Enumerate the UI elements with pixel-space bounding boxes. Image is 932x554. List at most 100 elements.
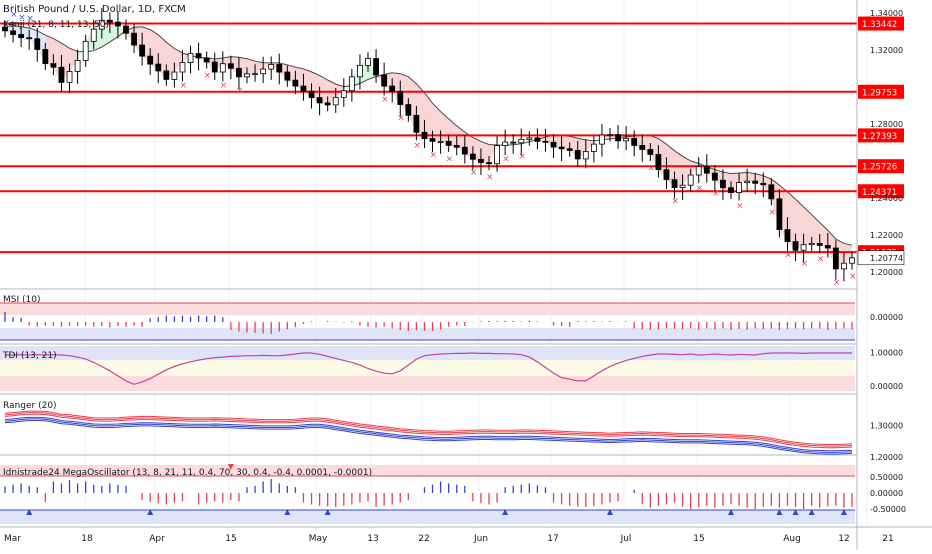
candle-body-down bbox=[421, 131, 428, 139]
candle-body-up bbox=[599, 134, 605, 145]
candle-body-up bbox=[590, 143, 597, 152]
candle bbox=[292, 70, 299, 95]
mega-tick-label: -0.50000 bbox=[870, 505, 906, 514]
ranger-pane[interactable]: Ranger (20) bbox=[3, 401, 853, 455]
candle bbox=[18, 22, 25, 48]
candle bbox=[639, 134, 646, 162]
ranger-band-line bbox=[4, 416, 853, 452]
candle bbox=[195, 42, 202, 71]
candle bbox=[623, 126, 630, 151]
time-labels: Mar 18 Apr 15 May 13 22 Jun 17 Jul 15 Aug 12 21 bbox=[4, 534, 894, 544]
candle-body-down bbox=[574, 150, 581, 160]
grid-lines bbox=[84, 0, 868, 527]
candle bbox=[171, 62, 178, 88]
sell-marker: × bbox=[817, 254, 825, 264]
moving-average-line bbox=[4, 22, 853, 246]
candle-body-down bbox=[824, 245, 831, 249]
candle bbox=[615, 125, 621, 149]
axis-labels: 1.334421.297531.273931.257261.243711.210… bbox=[857, 9, 906, 514]
candle bbox=[760, 172, 767, 198]
candle-body-down bbox=[631, 137, 638, 146]
candle-body-down bbox=[558, 146, 565, 150]
candle-body-down bbox=[276, 64, 283, 73]
price-pane[interactable]: ××× ××××× ×× ×× ××××××××× ×××× × × British Poun… bbox=[0, 4, 857, 288]
ranger-band-line bbox=[4, 420, 853, 455]
msi-lower-zone bbox=[0, 328, 855, 340]
candle bbox=[90, 19, 97, 50]
candle bbox=[776, 189, 783, 238]
candle bbox=[10, 21, 16, 43]
candle bbox=[203, 51, 210, 69]
candle bbox=[74, 49, 81, 84]
candle-body-down bbox=[397, 91, 404, 105]
level-price-label: 1.25726 bbox=[862, 163, 897, 173]
sell-marker: × bbox=[736, 202, 744, 212]
time-axis[interactable]: Mar 18 Apr 15 May 13 22 Jun 17 Jul 15 Aug 12 21 bbox=[0, 526, 932, 544]
cloud-segment bbox=[166, 42, 175, 80]
cloud-segment bbox=[174, 48, 183, 73]
candle-body-down bbox=[131, 32, 137, 46]
mega-lower-zone bbox=[0, 510, 855, 524]
candle-body-up bbox=[332, 96, 339, 106]
time-tick-label: 18 bbox=[81, 534, 93, 544]
candle bbox=[413, 105, 420, 141]
price-tick-label: 1.20000 bbox=[870, 268, 903, 277]
tdi-lower-zone bbox=[0, 376, 855, 391]
sell-marker: × bbox=[696, 184, 704, 194]
candle bbox=[736, 173, 742, 201]
sell-marker: × bbox=[381, 95, 389, 105]
candle bbox=[365, 52, 371, 72]
candle-body-up bbox=[502, 141, 509, 147]
horizontal-levels[interactable] bbox=[0, 22, 857, 254]
candle bbox=[211, 52, 218, 80]
candle bbox=[429, 130, 436, 153]
mega-buy-arrow bbox=[26, 509, 33, 515]
candle bbox=[574, 140, 581, 167]
candle-body-down bbox=[461, 146, 468, 155]
candle-body-up bbox=[800, 244, 807, 251]
candle-body-up bbox=[582, 151, 589, 160]
candle-body-down bbox=[155, 63, 162, 72]
cloud-segment bbox=[561, 135, 570, 151]
candle-body-down bbox=[115, 21, 121, 27]
cloud-segment bbox=[424, 92, 433, 142]
time-tick-label: 15 bbox=[225, 534, 236, 544]
candle-body-up bbox=[171, 71, 178, 80]
candle bbox=[655, 145, 662, 178]
ranger-tick-label: 1.20000 bbox=[870, 453, 903, 462]
cloud-segment bbox=[682, 156, 691, 186]
candle bbox=[534, 128, 541, 150]
price-axis[interactable]: 1.334421.297531.273931.257261.243711.210… bbox=[856, 0, 906, 550]
level-price-label: 1.33442 bbox=[862, 20, 897, 30]
cloud-segment bbox=[335, 84, 344, 98]
candle bbox=[752, 173, 759, 195]
instrument-title: British Pound / U.S. Dollar, 1D, FXCM bbox=[3, 4, 186, 15]
candle-body-down bbox=[752, 180, 759, 184]
candle-body-up bbox=[365, 58, 371, 66]
candle-body-down bbox=[373, 58, 379, 76]
candle bbox=[784, 217, 791, 251]
mega-tick-label: 0.50000 bbox=[870, 473, 903, 482]
candle-body-up bbox=[357, 64, 363, 78]
tdi-line bbox=[5, 352, 852, 385]
candle-body-down bbox=[147, 55, 154, 65]
level-price-tag bbox=[858, 84, 904, 99]
candle bbox=[155, 53, 162, 84]
candle bbox=[566, 142, 573, 157]
candle bbox=[284, 65, 291, 87]
candle bbox=[82, 34, 89, 67]
cloud-segment bbox=[255, 61, 264, 74]
candle-body-down bbox=[760, 182, 767, 186]
cloud-segment bbox=[795, 199, 804, 251]
tdi-upper-zone bbox=[0, 346, 855, 360]
tdi-pane[interactable]: TDI (13, 21) bbox=[0, 346, 855, 391]
time-tick-label: Apr bbox=[149, 534, 165, 544]
sell-marker: × bbox=[801, 259, 809, 269]
msi-tick-label: 0.00000 bbox=[870, 313, 903, 322]
mega-oscillator-pane[interactable]: Idnistrade24 MegaOscillator (13, 8, 21, … bbox=[0, 464, 855, 524]
time-tick-label: 22 bbox=[418, 534, 429, 544]
candle bbox=[703, 154, 710, 183]
msi-pane[interactable]: MSI (10) bbox=[0, 295, 855, 341]
